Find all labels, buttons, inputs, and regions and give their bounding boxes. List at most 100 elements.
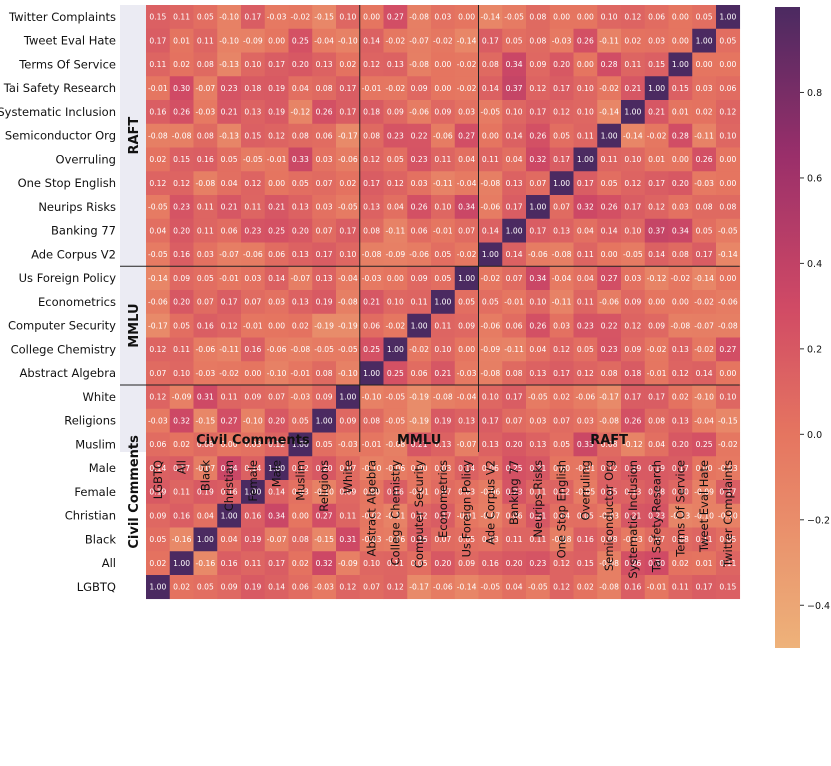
cell-value-label: -0.01 xyxy=(647,583,667,592)
cell-value-label: 0.17 xyxy=(339,84,356,93)
cell-value-label: 0.19 xyxy=(244,535,261,544)
cell-value-label: 0.17 xyxy=(268,60,285,69)
cell-value-label: 0.00 xyxy=(434,84,451,93)
cell-value-label: -0.06 xyxy=(576,393,596,402)
heatmap-cell xyxy=(597,551,622,576)
cell-value-label: 0.14 xyxy=(268,488,285,497)
heatmap-cell xyxy=(312,171,337,196)
cell-value-label: -0.11 xyxy=(386,226,406,235)
cell-value-label: 0.13 xyxy=(387,60,404,69)
cell-value-label: 0.04 xyxy=(149,226,166,235)
heatmap-cell xyxy=(478,242,503,267)
cell-value-label: -0.06 xyxy=(386,535,406,544)
cell-value-label: 0.27 xyxy=(316,511,333,520)
heatmap-cell xyxy=(407,480,432,505)
heatmap-cell xyxy=(407,28,432,53)
heatmap-cell xyxy=(692,290,717,315)
heatmap-cell xyxy=(407,5,432,30)
heatmap-cell xyxy=(526,100,551,125)
cell-value-label: 1.00 xyxy=(292,440,309,449)
heatmap-cell xyxy=(668,100,693,125)
cell-value-label: 0.11 xyxy=(149,60,166,69)
cell-value-label: 0.26 xyxy=(529,131,546,140)
heatmap-cell xyxy=(526,408,551,433)
cell-value-label: 0.10 xyxy=(244,60,261,69)
cell-value-label: -0.05 xyxy=(481,583,501,592)
heatmap-cell xyxy=(478,52,503,77)
heatmap-cell xyxy=(644,195,669,220)
cell-value-label: 0.12 xyxy=(292,464,309,473)
cell-value-label: 0.25 xyxy=(268,226,285,235)
cell-value-label: 0.07 xyxy=(339,464,356,473)
cell-value-label: 0.05 xyxy=(506,36,523,45)
cell-value-label: -0.10 xyxy=(362,464,382,473)
cell-value-label: -0.05 xyxy=(148,203,168,212)
column-label: Tai Safety Research xyxy=(650,460,664,573)
heatmap-cell xyxy=(502,242,527,267)
cell-value-label: 0.10 xyxy=(173,369,190,378)
cell-value-label: 0.11 xyxy=(221,393,238,402)
cell-value-label: 0.10 xyxy=(624,226,641,235)
cell-value-label: 0.11 xyxy=(696,535,713,544)
heatmap-cell xyxy=(454,76,479,101)
heatmap-cell xyxy=(621,290,646,315)
cell-value-label: -0.03 xyxy=(718,464,738,473)
cell-value-label: 0.05 xyxy=(553,440,570,449)
heatmap-cell xyxy=(597,290,622,315)
heatmap-cell xyxy=(526,123,551,148)
cell-value-label: 0.05 xyxy=(696,226,713,235)
heatmap-cell xyxy=(668,266,693,291)
cell-value-label: 0.03 xyxy=(292,488,309,497)
heatmap-cell xyxy=(454,313,479,338)
cell-value-label: 0.20 xyxy=(173,298,190,307)
cell-value-label: 0.09 xyxy=(411,274,428,283)
cell-value-label: 0.07 xyxy=(197,298,214,307)
cell-value-label: 0.07 xyxy=(506,416,523,425)
cell-value-label: -0.01 xyxy=(504,298,524,307)
cell-value-label: 0.26 xyxy=(624,559,641,568)
cell-value-label: 0.12 xyxy=(268,440,285,449)
cell-value-label: 0.07 xyxy=(506,274,523,283)
cell-value-label: -0.17 xyxy=(409,583,429,592)
cell-value-label: -0.03 xyxy=(338,440,358,449)
heatmap-cell xyxy=(312,456,337,481)
heatmap-cell xyxy=(573,123,598,148)
heatmap-cell xyxy=(312,527,337,552)
cell-value-label: 0.16 xyxy=(624,583,641,592)
cell-value-label: 0.17 xyxy=(577,179,594,188)
cell-value-label: 0.11 xyxy=(624,60,641,69)
heatmap-cell xyxy=(336,575,361,600)
heatmap-cell xyxy=(573,218,598,243)
heatmap-cell xyxy=(431,100,456,125)
heatmap-cell xyxy=(241,147,266,172)
heatmap-cell xyxy=(264,195,289,220)
cell-value-label: 0.11 xyxy=(529,535,546,544)
heatmap-cell xyxy=(217,313,242,338)
heatmap-cell xyxy=(526,171,551,196)
heatmap-cell xyxy=(597,218,622,243)
cell-value-label: -0.13 xyxy=(219,60,239,69)
cell-value-label: 0.00 xyxy=(482,131,499,140)
heatmap-cell xyxy=(502,361,527,386)
cell-value-label: 0.06 xyxy=(411,226,428,235)
cell-value-label: -0.19 xyxy=(338,321,358,330)
cell-value-label: -0.02 xyxy=(219,369,239,378)
column-label: Banking 77 xyxy=(507,460,521,525)
cell-value-label: 0.00 xyxy=(292,511,309,520)
heatmap-cell xyxy=(644,480,669,505)
heatmap-cell xyxy=(692,337,717,362)
cell-value-label: -0.10 xyxy=(219,13,239,22)
heatmap-cell xyxy=(264,385,289,410)
cell-value-label: -0.01 xyxy=(576,464,596,473)
heatmap-cell xyxy=(668,408,693,433)
colorbar-tick-label: −0.4 xyxy=(807,601,830,612)
heatmap-cell xyxy=(193,171,218,196)
cell-value-label: 0.30 xyxy=(173,84,190,93)
heatmap-cell xyxy=(716,171,741,196)
cell-value-label: 0.21 xyxy=(268,203,285,212)
heatmap-cell xyxy=(241,100,266,125)
cell-value-label: -0.10 xyxy=(694,511,714,520)
cell-value-label: 0.00 xyxy=(672,155,689,164)
heatmap-cell xyxy=(264,527,289,552)
heatmap-cell xyxy=(621,266,646,291)
